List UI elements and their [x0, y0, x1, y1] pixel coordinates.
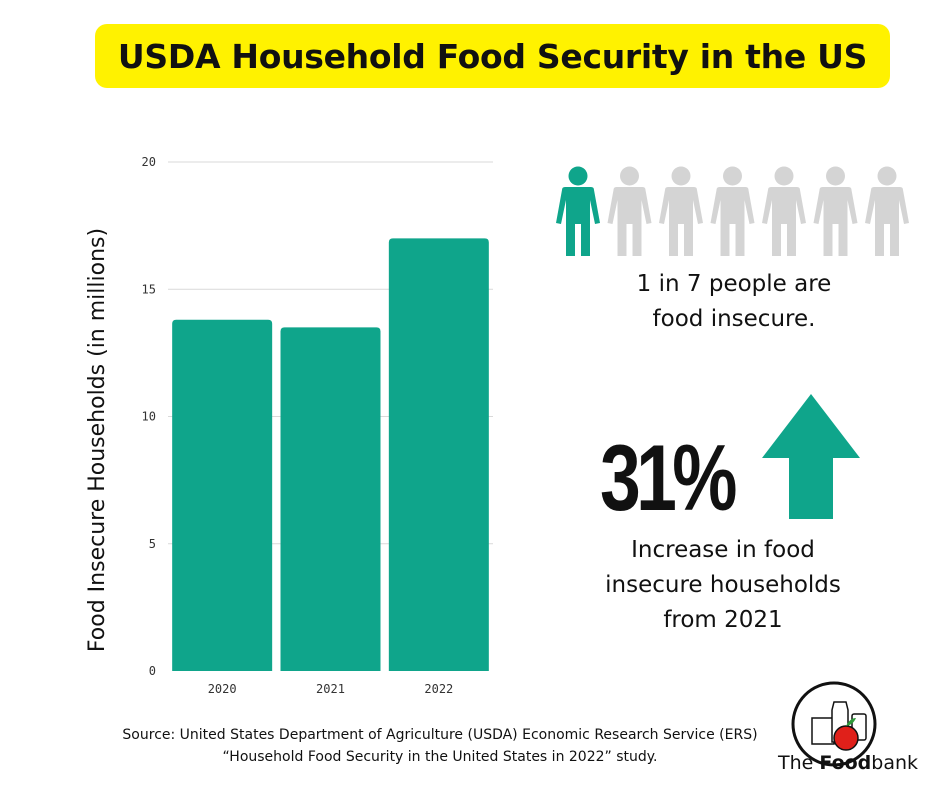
logo-prefix: The: [777, 752, 820, 774]
increase-percent: 31%: [600, 425, 737, 530]
page-title: USDA Household Food Security in the US: [117, 36, 868, 76]
foodbank-logo: [791, 681, 877, 767]
bar: [280, 327, 381, 671]
person-icon: [659, 166, 703, 256]
logo-apple-icon: [833, 725, 859, 751]
x-tick-label: 2021: [316, 682, 345, 696]
y-axis-label: Food Insecure Households (in millions): [85, 228, 110, 652]
people-stat-caption: 1 in 7 people are food insecure.: [600, 267, 868, 337]
people-stat-line-1: 1 in 7 people are: [636, 271, 832, 297]
bars: [172, 238, 489, 671]
increase-line-3: from 2021: [663, 607, 783, 633]
person-icon: [813, 166, 858, 256]
logo-caption: The Foodbank: [768, 752, 928, 774]
arrow-up-icon: [762, 394, 860, 519]
y-tick-label: 10: [142, 410, 156, 424]
source-line-1: Source: United States Department of Agri…: [122, 727, 758, 743]
person-icon: [710, 166, 755, 256]
source-line-2: “Household Food Security in the United S…: [222, 749, 658, 765]
logo-leaf-icon: [846, 718, 856, 726]
person-icon: [556, 166, 600, 256]
y-tick-label: 15: [142, 282, 156, 296]
people-stat-line-2: food insecure.: [652, 306, 816, 332]
y-tick-label: 20: [142, 155, 156, 169]
person-icon: [607, 166, 652, 256]
bar: [388, 238, 489, 671]
x-tick-label: 2022: [424, 682, 453, 696]
x-tick-label: 2020: [208, 682, 237, 696]
title-banner: USDA Household Food Security in the US: [95, 24, 890, 88]
people-icon-row: [556, 166, 909, 256]
increase-line-2: insecure households: [605, 572, 841, 598]
bar: [172, 319, 273, 671]
y-tick-label: 5: [149, 537, 156, 551]
source-note: Source: United States Department of Agri…: [70, 724, 810, 768]
increase-line-1: Increase in food: [631, 537, 815, 563]
y-tick-label: 0: [149, 664, 156, 678]
logo-ring-icon: [791, 681, 877, 767]
increase-caption: Increase in food insecure households fro…: [580, 533, 866, 638]
person-icon: [762, 166, 806, 256]
logo-suffix: bank: [871, 752, 919, 774]
logo-bold: Food: [819, 752, 872, 774]
logo-box-icon: [811, 717, 835, 745]
person-icon: [865, 166, 909, 256]
